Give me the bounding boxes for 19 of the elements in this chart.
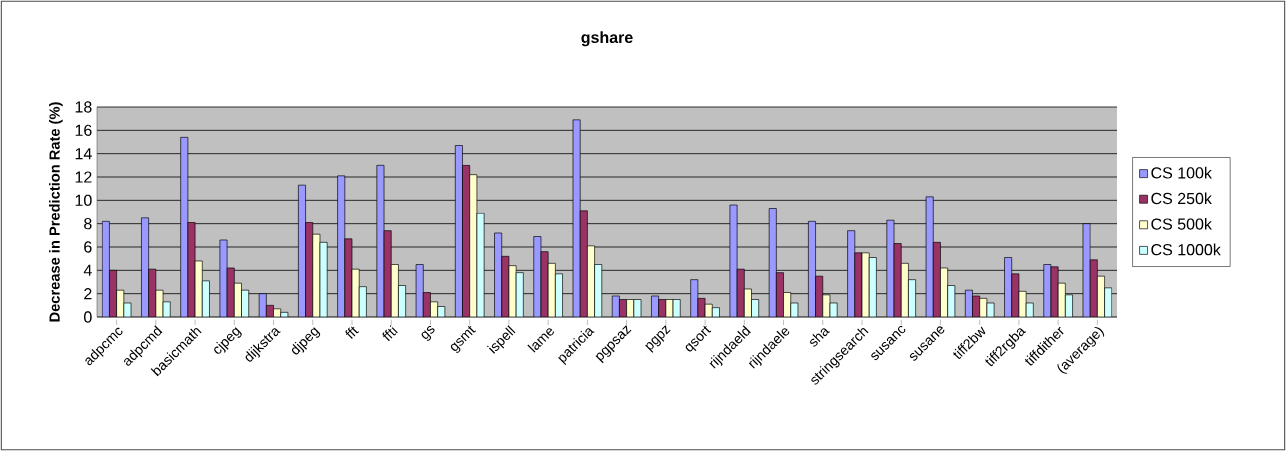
y-tick-label: 8 <box>84 218 92 230</box>
x-tick-label: fft <box>345 326 360 339</box>
y-tick-label: 14 <box>75 148 92 160</box>
x-tick-label: gs <box>421 325 435 341</box>
y-tick-label: 4 <box>83 264 92 276</box>
y-tick-label: 6 <box>84 241 92 253</box>
y-tick-label: 10 <box>75 194 92 206</box>
legend-label: CS 1000k <box>1151 243 1221 256</box>
y-tick-label: 12 <box>75 171 92 183</box>
legend-label: CS 100k <box>1151 166 1212 179</box>
legend-label: CS 500k <box>1151 218 1212 230</box>
y-tick-label: 0 <box>84 311 92 323</box>
chart-title: gshare <box>581 31 633 47</box>
legend-label: CS 250k <box>1151 192 1212 205</box>
y-tick-label: 18 <box>75 101 92 113</box>
y-tick-label: 2 <box>84 288 92 300</box>
y-tick-label: 16 <box>75 124 92 136</box>
y-axis-title: Decrease in Prediction Rate (%) <box>49 102 63 322</box>
x-tick-label: ffti <box>382 325 398 342</box>
